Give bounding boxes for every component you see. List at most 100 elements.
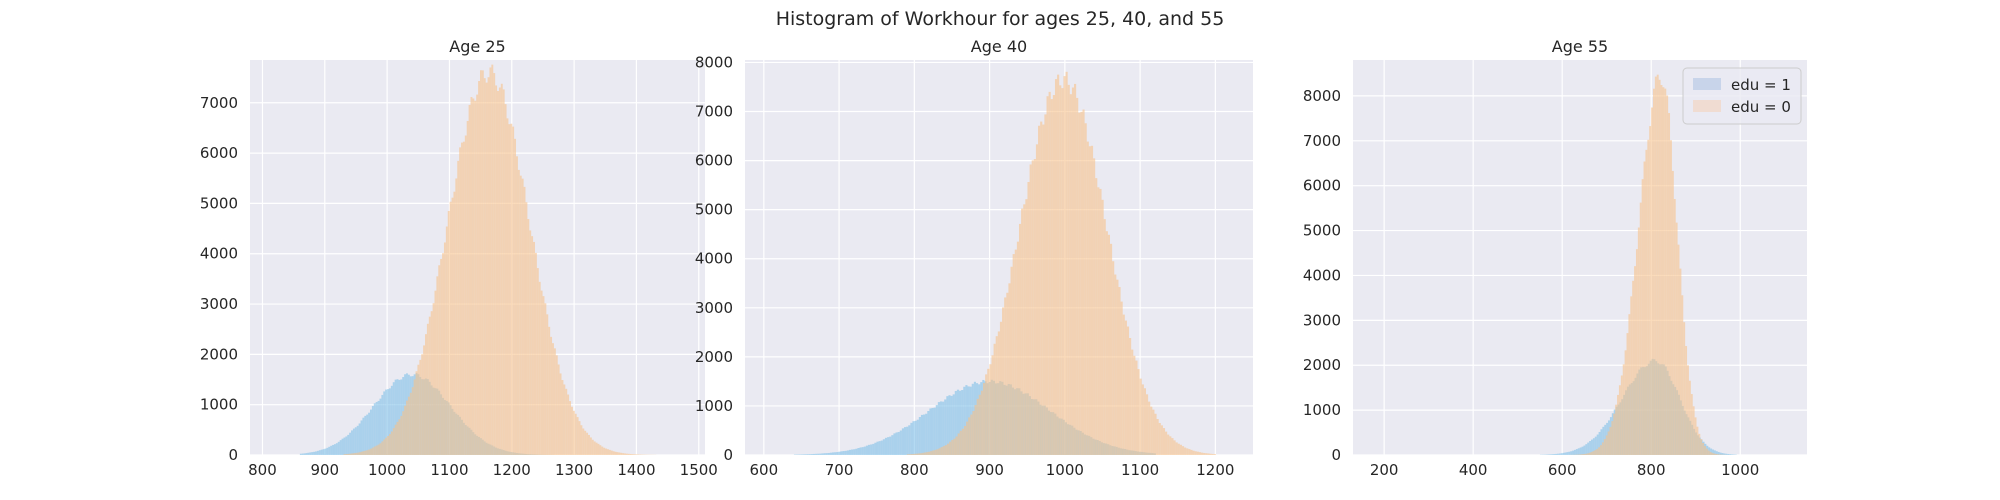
x-tick-label: 1500	[680, 461, 718, 479]
histogram-bar	[1046, 96, 1049, 455]
histogram-bar	[423, 345, 426, 455]
legend-label: edu = 0	[1731, 98, 1791, 116]
histogram-bar	[1639, 202, 1642, 455]
histogram-bar	[1572, 450, 1574, 455]
legend-swatch	[1693, 100, 1721, 112]
histogram-bar	[1586, 453, 1589, 455]
histogram-bar	[931, 407, 934, 455]
histogram-bar	[631, 454, 634, 455]
histogram-bar	[381, 394, 384, 455]
histogram-bar	[375, 401, 378, 455]
panels: 800 900 1000 1100 1200 1300 1400 15000100020003…	[200, 37, 1807, 479]
histogram-bar	[407, 396, 410, 455]
histogram-bar	[1609, 426, 1612, 455]
histogram-bar	[1637, 227, 1640, 455]
histogram-bar	[1710, 448, 1713, 455]
histogram-bar	[512, 126, 515, 455]
histogram-bar	[413, 379, 416, 455]
histogram-bar	[812, 453, 816, 455]
histogram-bar	[1632, 280, 1635, 455]
histogram-bar	[1156, 419, 1159, 455]
panel-age-55: 200 400 600 800 1000 0 1000 2000 3000 4000 5000 600…	[1303, 37, 1807, 479]
histogram-bar	[1590, 452, 1593, 455]
histogram-bar	[976, 398, 979, 455]
x-tick-label: 900	[975, 461, 1004, 479]
histogram-bar	[349, 432, 352, 455]
histogram-bar	[1721, 453, 1724, 455]
histogram-bar	[381, 441, 384, 455]
histogram-bar	[1598, 431, 1601, 455]
histogram-bar	[1165, 431, 1168, 455]
histogram-bar	[622, 453, 625, 455]
histogram-bar	[1705, 448, 1708, 455]
histogram-bar	[356, 452, 359, 455]
histogram-bar	[523, 186, 526, 455]
histogram-bar	[354, 452, 357, 455]
x-tick-label: 800	[1637, 461, 1666, 479]
x-tick-label: 400	[1459, 461, 1488, 479]
histogram-bar	[1570, 451, 1573, 455]
y-tick-label: 6000	[200, 144, 238, 162]
histogram-bar	[504, 104, 507, 455]
histogram-bar	[1618, 385, 1621, 455]
histogram-bar	[313, 451, 316, 455]
histogram-bar	[1611, 421, 1614, 455]
histogram-bar	[955, 436, 958, 455]
histogram-bar	[315, 451, 317, 455]
histogram-bar	[1683, 322, 1686, 455]
histogram-bar	[1061, 88, 1064, 455]
histogram-bar	[978, 394, 981, 455]
histogram-bar	[956, 389, 960, 455]
histogram-bar	[570, 406, 573, 455]
histogram-bar	[817, 453, 820, 455]
histogram-bar	[1088, 146, 1091, 455]
histogram-bar	[388, 388, 391, 455]
histogram-bar	[610, 450, 613, 455]
y-tick-label: 1000	[695, 397, 733, 415]
histogram-bar	[1579, 454, 1582, 455]
histogram-bar	[948, 395, 951, 455]
histogram-bar	[493, 73, 496, 455]
histogram-bar	[1591, 439, 1593, 455]
histogram-bar	[572, 410, 575, 455]
histogram-bar	[394, 424, 397, 455]
histogram-bar	[1677, 244, 1680, 455]
histogram-bar	[576, 417, 579, 455]
y-tick-label: 7000	[1303, 132, 1341, 150]
histogram-bar	[806, 454, 809, 455]
histogram-bar	[895, 432, 898, 455]
y-tick-label: 8000	[1303, 87, 1341, 105]
histogram-bar	[620, 452, 623, 455]
histogram-bar	[303, 453, 306, 455]
histogram-bar	[1717, 451, 1720, 455]
histogram-bar	[553, 348, 556, 455]
histogram-bar	[1129, 338, 1132, 455]
histogram-bar	[360, 420, 363, 455]
histogram-bar	[453, 191, 456, 455]
histogram-bar	[559, 373, 562, 455]
x-tick-label: 1000	[368, 461, 406, 479]
x-tick-label: 600	[1548, 461, 1577, 479]
histogram-bar	[527, 219, 530, 455]
histogram-bar	[808, 454, 811, 455]
histogram-bar	[903, 427, 907, 455]
histogram-bar	[829, 452, 833, 455]
histogram-bar	[961, 428, 964, 455]
histogram-bar	[351, 453, 353, 455]
histogram-bar	[1196, 451, 1199, 455]
histogram-bar	[379, 398, 382, 455]
histogram-bar	[430, 311, 433, 455]
histogram-bar	[368, 412, 371, 455]
histogram-bar	[908, 454, 912, 455]
histogram-bar	[1547, 454, 1550, 455]
histogram-bar	[1101, 199, 1104, 455]
histogram-bar	[388, 434, 391, 455]
histogram-bar	[1555, 453, 1557, 455]
histogram-bar	[345, 454, 348, 455]
histogram-bar	[497, 90, 499, 455]
histogram-bar	[1135, 360, 1138, 455]
histogram-bar	[349, 453, 352, 455]
histogram-bars	[299, 64, 657, 455]
histogram-bar	[842, 451, 845, 455]
histogram-bar	[1213, 454, 1216, 455]
